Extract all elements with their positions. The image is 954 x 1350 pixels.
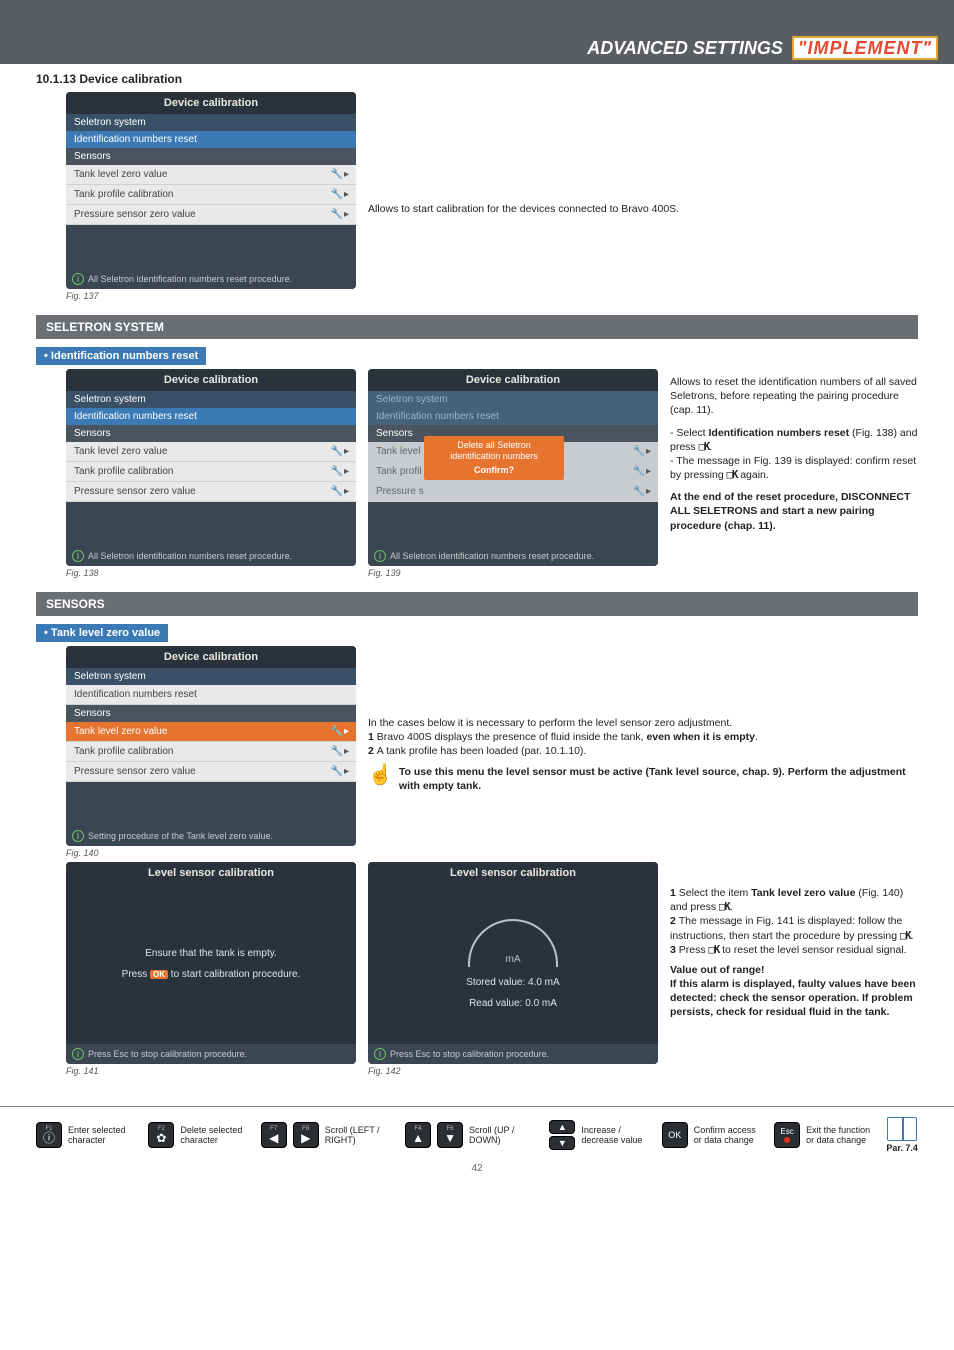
banner-spacer <box>0 0 954 32</box>
ss-row-pressure: Pressure sensor zero value🔧 ▸ <box>66 205 356 225</box>
fig138-caption: Fig. 138 <box>66 568 356 578</box>
f7-key: F7◀ <box>261 1122 287 1148</box>
banner-title: ADVANCED SETTINGS "IMPLEMENT" <box>587 38 938 59</box>
esc-key: Esc <box>774 1122 800 1148</box>
ss-row-tank-level: Tank level zero value🔧 ▸ <box>66 165 356 185</box>
banner-accent: "IMPLEMENT" <box>792 36 938 60</box>
ss-seletron-header: Seletron system <box>66 114 356 131</box>
ident-desc: Allows to reset the identification numbe… <box>670 369 918 533</box>
fig137-desc: Allows to start calibration for the devi… <box>368 92 918 216</box>
ss-row-tank-level-hl: Tank level zero value🔧 ▸ <box>66 722 356 742</box>
f1-key: F1ⓘ <box>36 1122 62 1148</box>
screenshot-fig137: Device calibration Seletron system Ident… <box>66 92 356 289</box>
sensors-banner: SENSORS <box>36 592 918 616</box>
hand-icon: ☝ <box>368 765 393 785</box>
seletron-banner: SELETRON SYSTEM <box>36 315 918 339</box>
screenshot-fig140: Device calibration Seletron system Ident… <box>66 646 356 846</box>
fig141-caption: Fig. 141 <box>66 1066 356 1076</box>
gauge-icon: mA <box>468 919 558 967</box>
book-icon <box>887 1117 917 1141</box>
ss-sensors-header: Sensors <box>66 148 356 165</box>
screenshot-fig142: Level sensor calibration mA Stored value… <box>368 862 658 1064</box>
info-icon: i <box>72 273 84 285</box>
ss-title: Device calibration <box>66 92 356 114</box>
tank-bullet: Tank level zero value <box>36 624 168 642</box>
up-key: ▲ <box>549 1120 575 1134</box>
fig140-caption: Fig. 140 <box>66 848 356 858</box>
fig137-caption: Fig. 137 <box>66 291 356 301</box>
footer-legend: F1ⓘ Enter selected character F2✿ Delete … <box>0 1106 954 1159</box>
ident-bullet: Identification numbers reset <box>36 347 206 365</box>
page-number: 42 <box>0 1159 954 1186</box>
esc-badge: Esc <box>114 1049 129 1059</box>
ok-badge: OK <box>150 970 168 979</box>
f2-key: F2✿ <box>148 1122 174 1148</box>
f4-key: F4▲ <box>405 1122 431 1148</box>
screenshot-fig139: Device calibration Seletron system Ident… <box>368 369 658 566</box>
ss-footer: iAll Seletron identification numbers res… <box>66 269 356 289</box>
wrench-icon: 🔧 ▸ <box>331 189 348 200</box>
f6-key: F6▼ <box>437 1122 463 1148</box>
steps-right: 1 Select the item Tank level zero value … <box>670 862 918 1020</box>
down-key: ▼ <box>549 1136 575 1150</box>
ss-ident-reset: Identification numbers reset <box>66 131 356 148</box>
fig139-caption: Fig. 139 <box>368 568 658 578</box>
tank-desc: In the cases below it is necessary to pe… <box>368 646 918 793</box>
fig142-caption: Fig. 142 <box>368 1066 658 1076</box>
wrench-icon: 🔧 ▸ <box>331 209 348 220</box>
ok-key: OK <box>662 1122 688 1148</box>
ss-row-tank-profile: Tank profile calibration🔧 ▸ <box>66 185 356 205</box>
banner-main: ADVANCED SETTINGS "IMPLEMENT" <box>0 32 954 64</box>
f8-key: F8▶ <box>293 1122 319 1148</box>
ss-row-with-popup: Tank level🔧 ▸ Delete all Seletron identi… <box>368 442 658 462</box>
screenshot-fig141: Level sensor calibration Ensure that the… <box>66 862 356 1064</box>
screenshot-fig138: Device calibration Seletron system Ident… <box>66 369 356 566</box>
section-heading: 10.1.13 Device calibration <box>36 72 918 86</box>
confirm-popup: Delete all Seletron identification numbe… <box>424 436 564 480</box>
wrench-icon: 🔧 ▸ <box>331 169 348 180</box>
